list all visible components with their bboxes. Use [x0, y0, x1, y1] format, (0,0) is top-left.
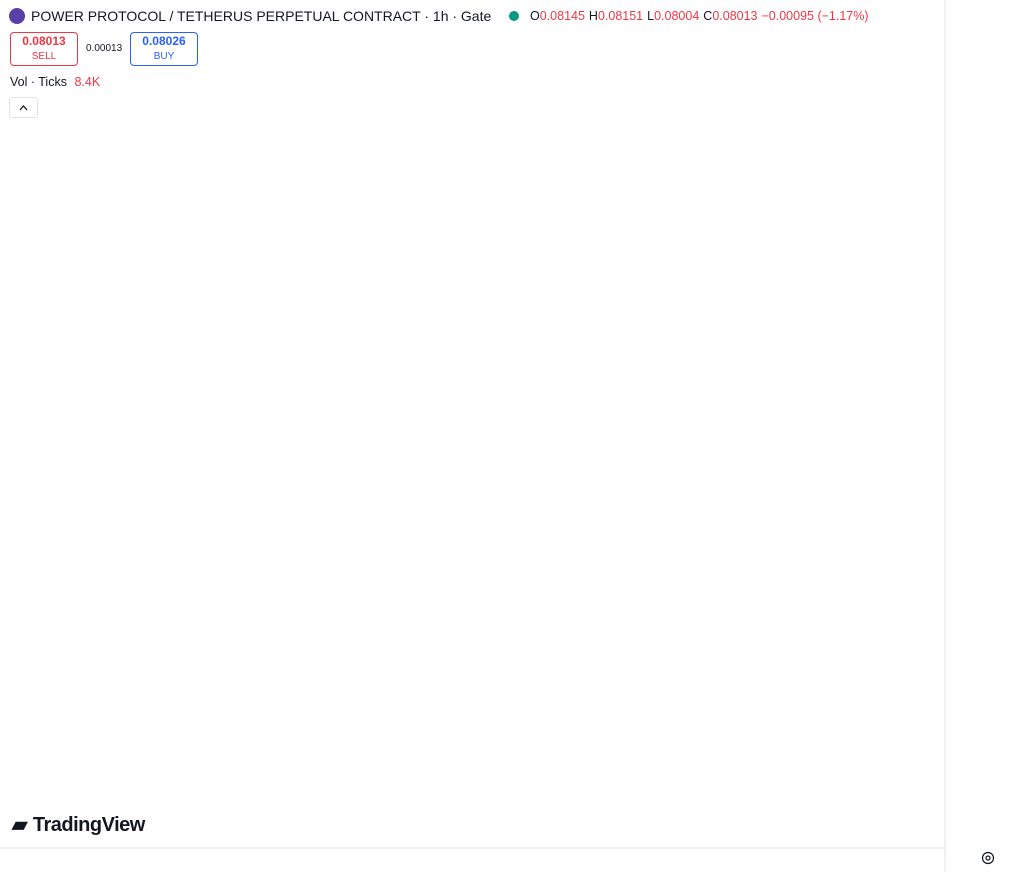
ohlc-label: H: [588, 9, 598, 23]
settings-icon[interactable]: [981, 851, 995, 865]
ohlc-legend: O0.08145 H0.08151 L0.08004 C0.08013 −0.00095…: [530, 9, 869, 23]
ohlc-value: 0.08013: [712, 9, 758, 23]
ohlc-label: C: [703, 9, 713, 23]
ohlc-label: O: [530, 9, 540, 23]
ohlc-value: 0.08004: [654, 9, 700, 23]
indicator-name: Vol · Ticks: [10, 75, 67, 89]
spread: 0.00013: [86, 43, 123, 54]
logo-text: TradingView: [32, 814, 145, 836]
ohlc-value: 0.08145: [539, 9, 585, 23]
buy-label: BUY: [153, 51, 175, 62]
indicator-value: 8.4K: [74, 75, 101, 89]
logo[interactable]: ▰ TradingView: [12, 814, 145, 836]
indicator-legend[interactable]: Vol · Ticks 8.4K: [10, 75, 100, 89]
sell-label: SELL: [31, 51, 57, 62]
symbol-icon: [9, 8, 25, 24]
collapse-button[interactable]: [9, 97, 38, 118]
buy-price: 0.08026: [142, 34, 186, 48]
ohlc-value: 0.08151: [597, 9, 644, 23]
status-dot: [509, 11, 519, 21]
chevron-icon: [19, 105, 28, 111]
header-title[interactable]: POWER PROTOCOL / TETHERUS PERPETUAL CONT…: [31, 8, 492, 24]
change: −0.00095 (−1.17%): [761, 9, 869, 23]
ohlc-label: L: [647, 9, 655, 23]
sell-price: 0.08013: [22, 34, 66, 48]
sell-button[interactable]: 0.08013 SELL: [10, 32, 78, 66]
buy-button[interactable]: 0.08026 BUY: [130, 32, 198, 66]
